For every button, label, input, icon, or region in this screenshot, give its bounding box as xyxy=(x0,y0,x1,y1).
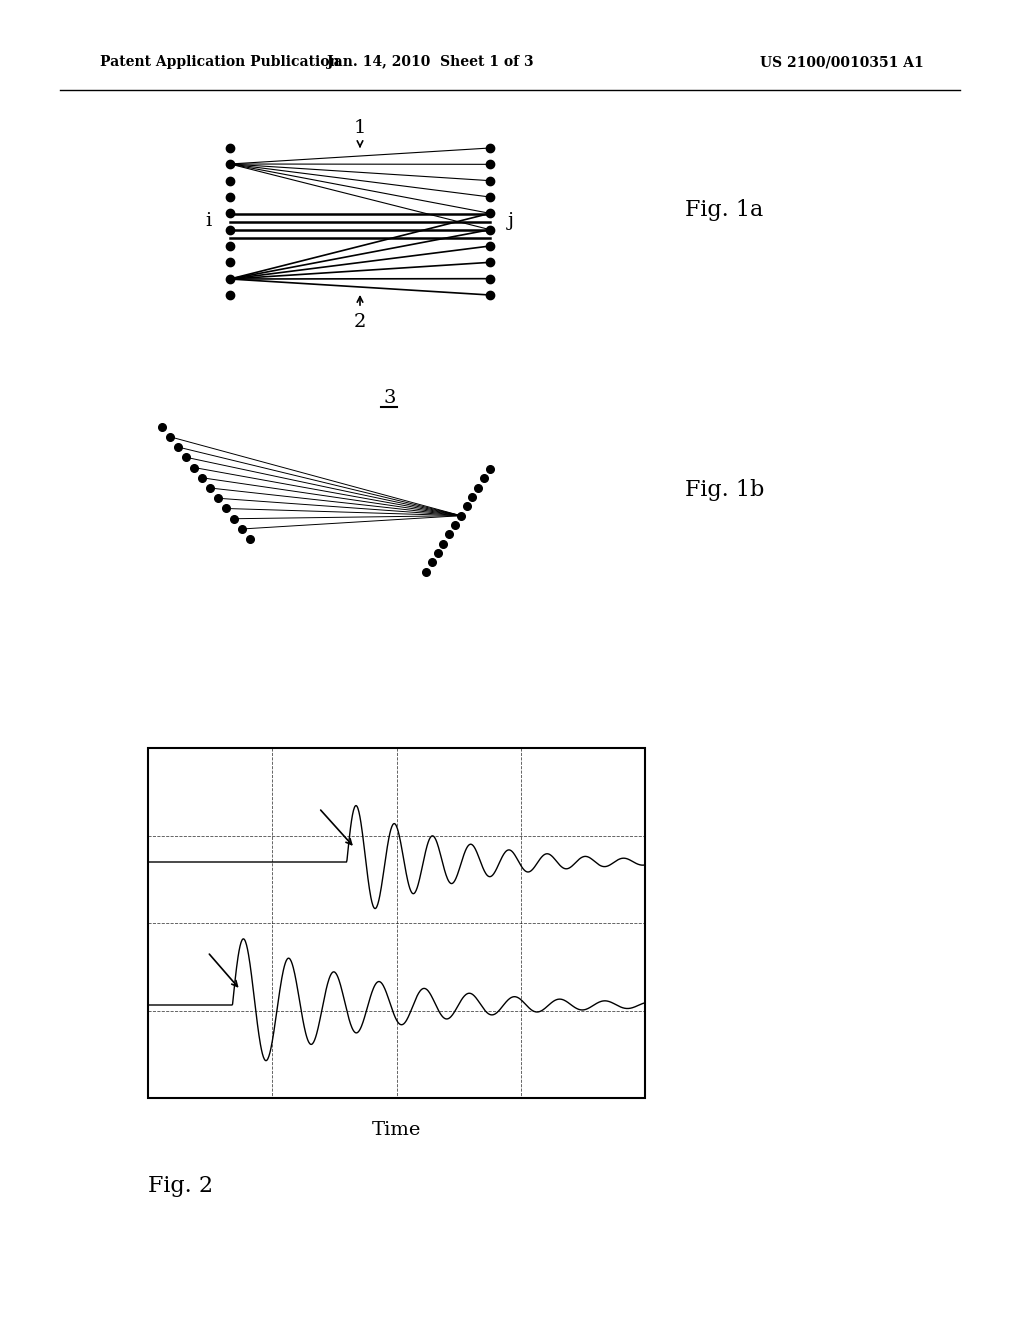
Text: Fig. 2: Fig. 2 xyxy=(148,1175,213,1197)
Text: 3: 3 xyxy=(384,389,396,407)
Text: Fig. 1b: Fig. 1b xyxy=(685,479,764,502)
Text: Jan. 14, 2010  Sheet 1 of 3: Jan. 14, 2010 Sheet 1 of 3 xyxy=(327,55,534,69)
Text: 2: 2 xyxy=(354,313,367,331)
Text: US 2100/0010351 A1: US 2100/0010351 A1 xyxy=(760,55,924,69)
Text: Patent Application Publication: Patent Application Publication xyxy=(100,55,340,69)
Text: Fig. 1a: Fig. 1a xyxy=(685,199,763,220)
Text: Time: Time xyxy=(372,1121,421,1139)
Text: j: j xyxy=(508,213,514,231)
Text: i: i xyxy=(206,213,212,231)
Text: 1: 1 xyxy=(354,119,367,137)
Bar xyxy=(148,748,645,1098)
